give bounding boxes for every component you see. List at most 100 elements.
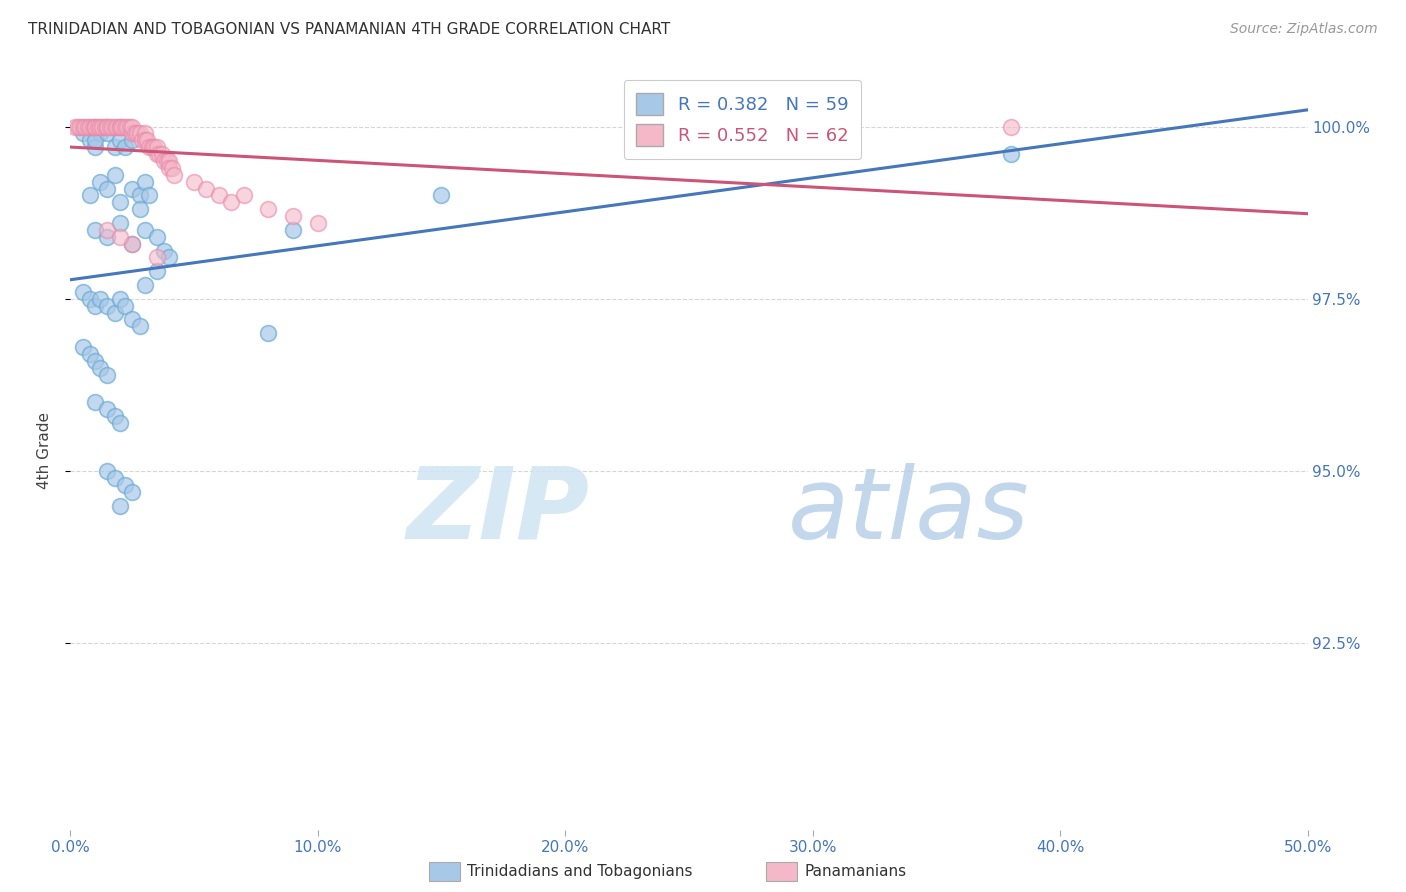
Point [108,229,131,244]
Point [84,354,107,368]
Point [136,133,159,147]
Point [232,188,254,202]
Point [118,120,141,134]
Point [114,120,136,134]
Point [101,120,124,134]
Point [96,120,118,134]
Point [114,140,136,154]
Point [76,120,98,134]
Point [121,312,143,326]
Point [195,181,218,195]
Point [89,127,111,141]
Point [89,120,111,134]
Point [104,409,127,423]
Point [121,133,143,147]
Point [430,188,453,202]
Point [75,120,97,134]
Point [257,326,280,341]
Point [84,140,107,154]
Point [104,120,127,134]
Point [157,251,180,265]
Point [96,299,118,313]
Point [108,133,131,147]
Point [96,402,118,417]
Point [148,147,170,161]
Point [115,120,138,134]
Point [163,168,186,182]
Legend: R = 0.382   N = 59, R = 0.552   N = 62: R = 0.382 N = 59, R = 0.552 N = 62 [624,80,860,159]
Point [257,202,280,217]
Point [146,229,169,244]
Text: Panamanians: Panamanians [804,864,907,879]
Point [141,140,163,154]
Point [108,120,131,134]
Point [143,140,166,154]
Point [281,209,304,223]
Point [128,319,150,334]
Point [138,140,160,154]
Point [146,140,169,154]
Point [96,368,118,382]
Point [134,223,156,237]
Point [219,195,242,210]
Point [79,133,101,147]
Point [84,120,107,134]
Point [124,127,146,141]
Point [127,127,149,141]
Text: ZIP: ZIP [406,463,591,559]
Point [146,147,169,161]
Point [281,223,304,237]
Point [108,416,131,430]
Point [66,120,89,134]
Point [104,140,127,154]
Point [134,133,156,147]
Point [89,292,111,306]
Point [96,127,118,141]
Point [84,395,107,409]
Point [79,292,101,306]
Point [104,471,127,485]
Point [82,120,104,134]
Point [84,223,107,237]
Point [121,236,143,251]
Point [79,120,101,134]
Text: Source: ZipAtlas.com: Source: ZipAtlas.com [1230,22,1378,37]
Point [105,120,128,134]
Point [104,305,127,319]
Point [1000,147,1022,161]
Point [96,464,118,478]
Point [104,168,127,182]
Point [96,120,118,134]
Text: TRINIDADIAN AND TOBAGONIAN VS PANAMANIAN 4TH GRADE CORRELATION CHART: TRINIDADIAN AND TOBAGONIAN VS PANAMANIAN… [28,22,671,37]
Point [98,120,121,134]
Point [108,195,131,210]
Point [121,127,143,141]
Point [146,264,169,278]
Point [79,188,101,202]
Point [72,285,94,299]
Point [160,161,183,175]
Point [134,175,156,189]
Point [183,175,205,189]
Point [89,360,111,375]
Point [121,236,143,251]
Point [86,120,108,134]
Point [208,188,231,202]
Point [121,181,143,195]
Point [91,120,114,134]
Point [157,161,180,175]
Point [157,153,180,168]
Point [65,120,87,134]
Point [96,229,118,244]
Point [84,133,107,147]
Point [138,188,160,202]
Point [1000,120,1022,134]
Point [96,181,118,195]
Point [121,484,143,499]
Point [84,120,107,134]
Point [84,299,107,313]
Point [72,340,94,354]
Point [128,202,150,217]
Y-axis label: 4th Grade: 4th Grade [37,412,52,489]
Point [79,347,101,361]
